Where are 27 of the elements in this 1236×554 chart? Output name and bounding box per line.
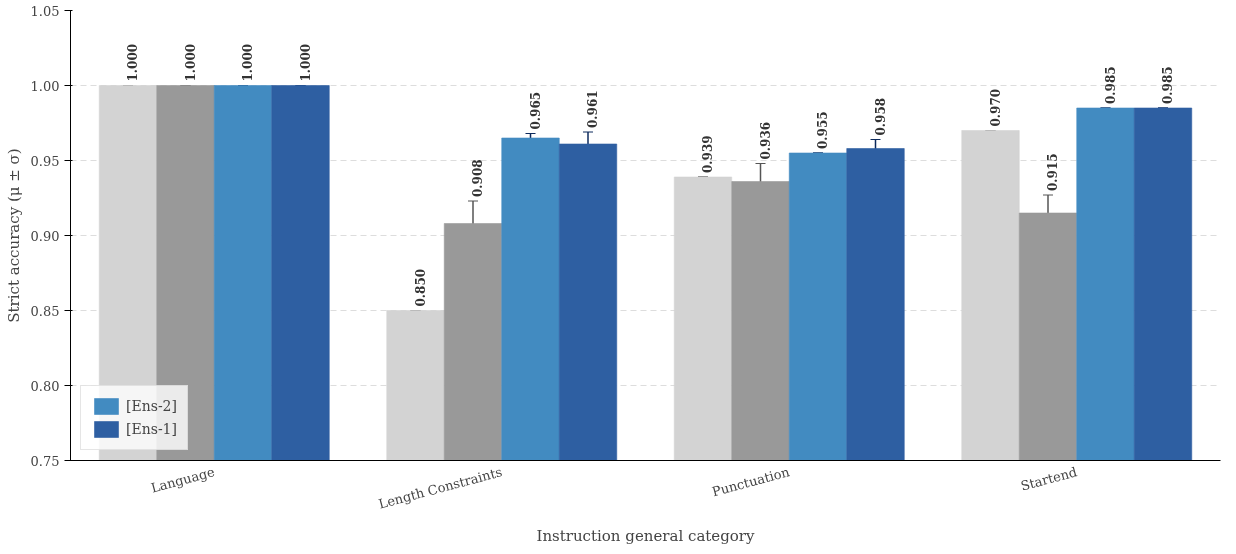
data-label: 0.970	[988, 88, 1003, 127]
data-label: 0.939	[701, 135, 715, 173]
y-tick-label: 0.80	[30, 378, 60, 394]
y-axis-title: Strict accuracy (μ ± σ)	[4, 148, 23, 323]
data-label: 0.985	[1161, 66, 1175, 104]
legend-label: [Ens-2]	[126, 398, 177, 414]
y-tick-label: 0.95	[30, 153, 60, 169]
data-label: 1.000	[241, 43, 255, 82]
data-label: 1.000	[183, 43, 198, 82]
data-label: 0.985	[1103, 66, 1118, 104]
y-tick-label: 1.05	[30, 3, 60, 19]
y-tick-label: 0.75	[30, 453, 60, 469]
x-axis-title: Instruction general category	[536, 526, 756, 545]
data-label: 0.955	[816, 111, 830, 149]
data-label: 0.936	[758, 121, 773, 160]
data-label: 0.850	[413, 268, 428, 307]
data-label: 1.000	[298, 43, 313, 82]
data-label: 0.958	[873, 97, 888, 136]
data-label: 0.965	[528, 91, 543, 130]
y-tick-label: 1.00	[30, 78, 60, 94]
y-tick-label: 0.85	[30, 303, 60, 319]
data-label: 0.908	[471, 159, 485, 197]
y-tick-label: 0.90	[30, 228, 60, 244]
data-label: 1.000	[126, 43, 140, 82]
legend-label: [Ens-1]	[126, 421, 177, 437]
data-label: 0.915	[1046, 153, 1060, 191]
data-label: 0.961	[586, 90, 600, 128]
